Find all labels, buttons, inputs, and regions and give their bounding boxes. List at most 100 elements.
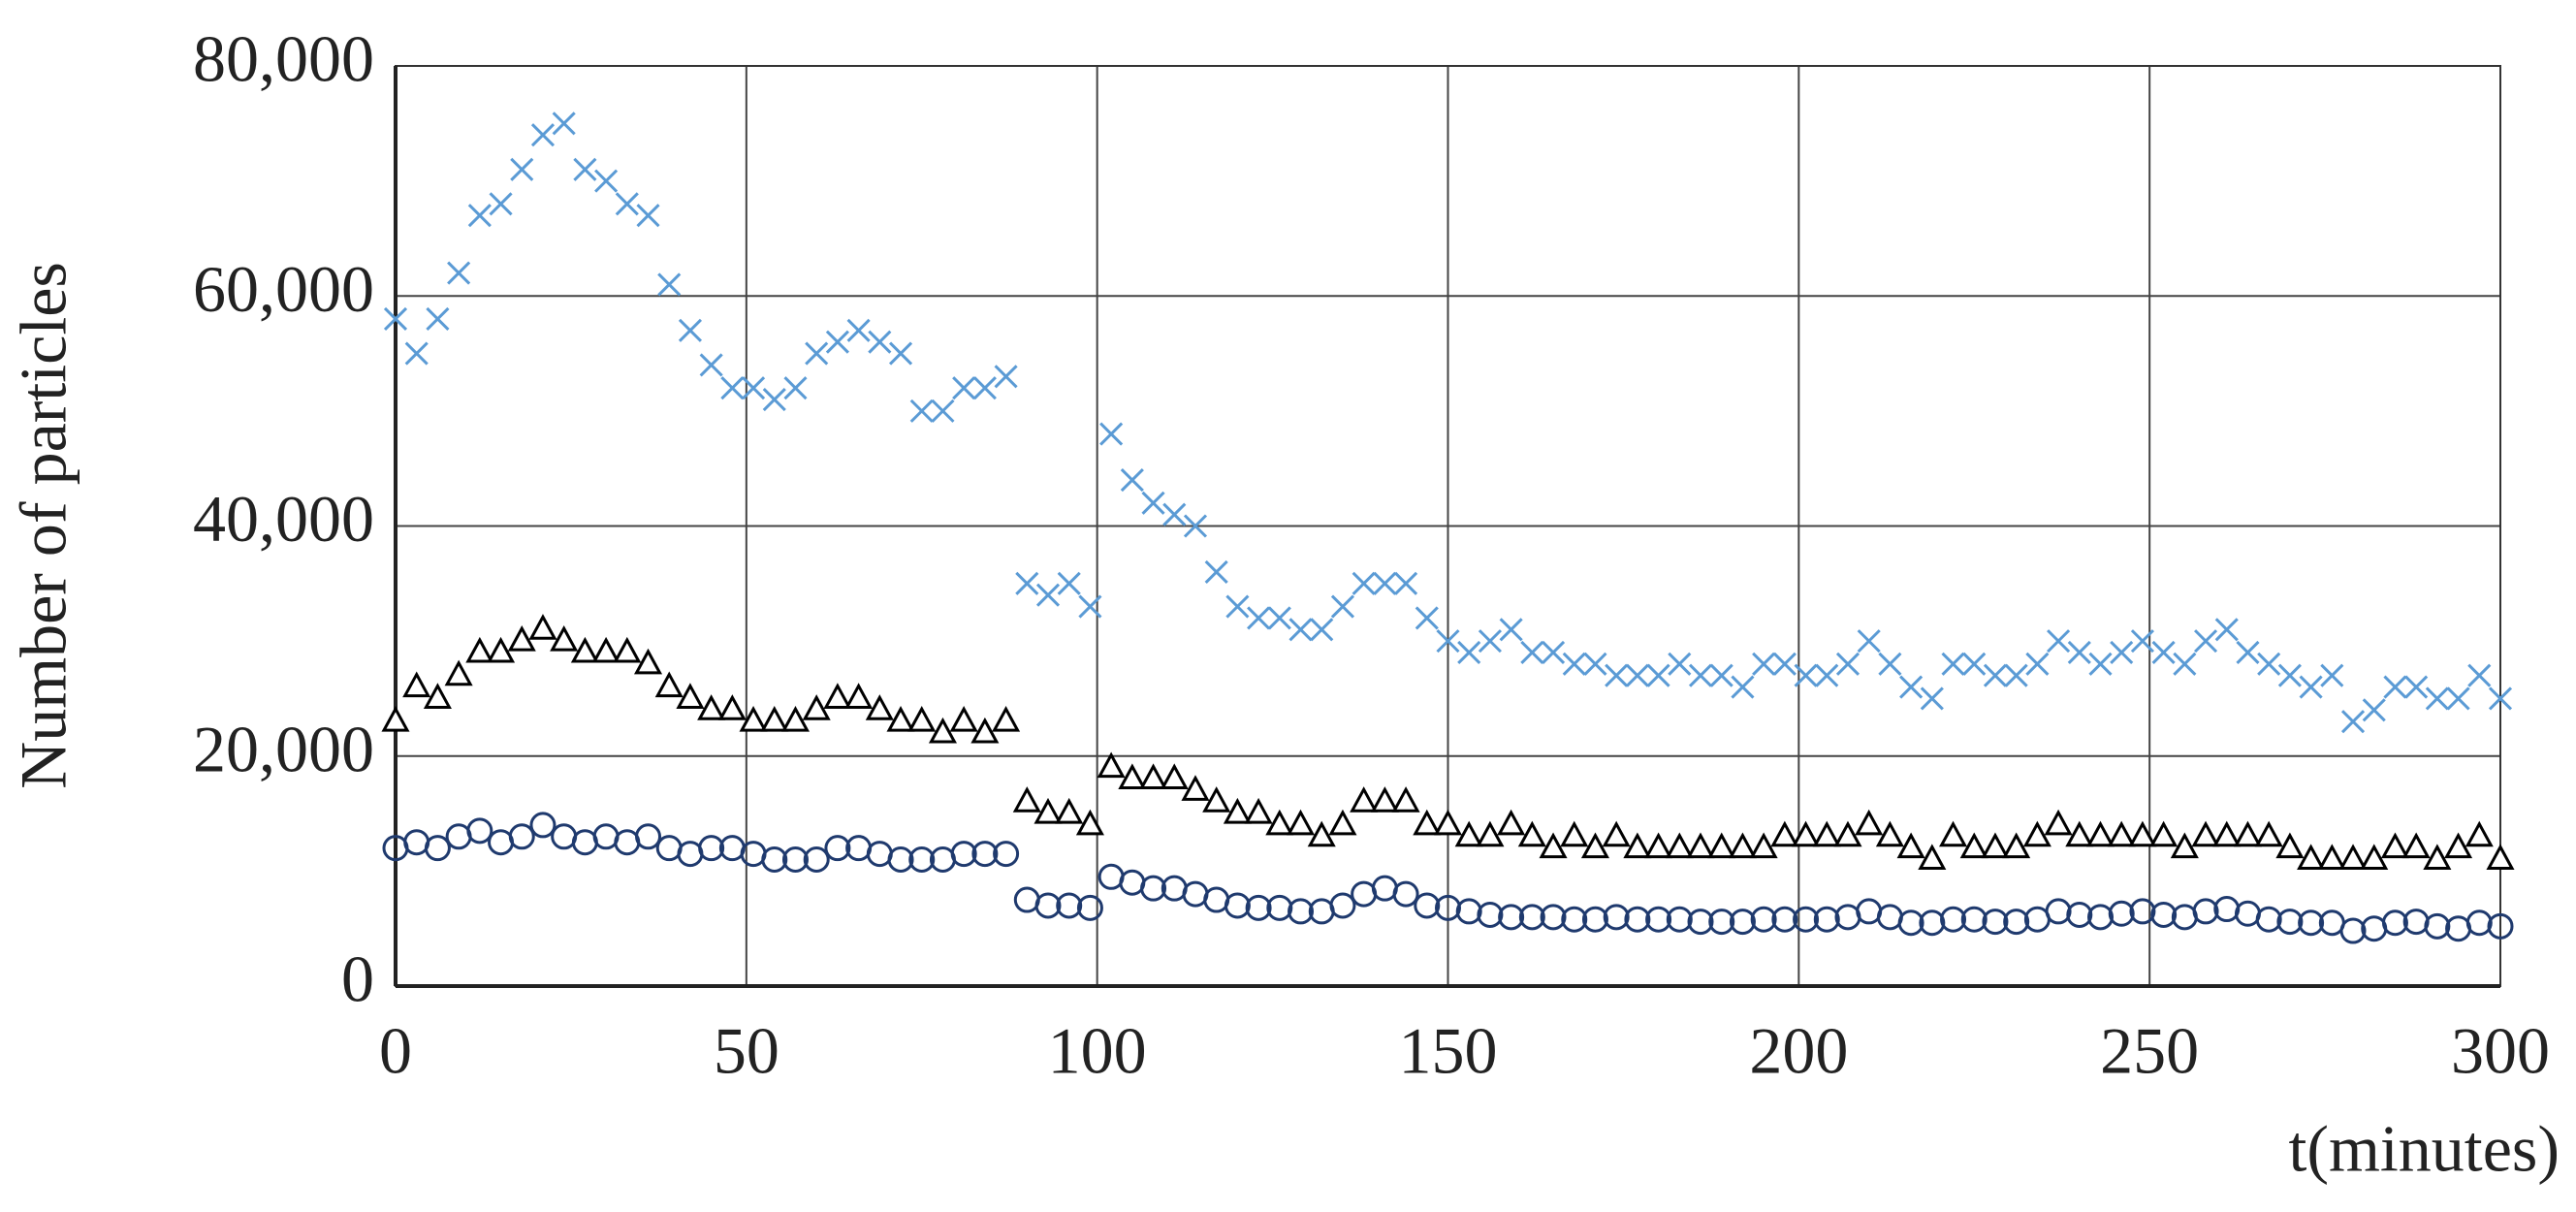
cross-marker bbox=[552, 112, 576, 136]
cross-marker bbox=[1772, 652, 1797, 676]
circle-marker bbox=[1097, 863, 1125, 890]
triangle-marker bbox=[1959, 832, 1988, 859]
triangle-marker bbox=[1328, 809, 1357, 836]
circle-marker bbox=[2381, 909, 2408, 937]
triangle-marker bbox=[381, 706, 410, 732]
circle-marker bbox=[887, 846, 914, 874]
cross-marker bbox=[2004, 663, 2028, 687]
triangle-marker bbox=[1202, 786, 1231, 813]
triangle-marker bbox=[907, 706, 937, 732]
circle-marker bbox=[677, 841, 704, 868]
triangle-marker bbox=[1034, 797, 1063, 824]
circle-marker bbox=[1477, 901, 1504, 928]
triangle-marker bbox=[1476, 820, 1505, 847]
triangle-marker bbox=[2022, 820, 2051, 847]
circle-marker bbox=[1750, 906, 1777, 933]
triangle-marker bbox=[760, 706, 789, 732]
cross-marker bbox=[1330, 594, 1355, 619]
triangle-marker bbox=[1433, 809, 1463, 836]
triangle-marker bbox=[2149, 820, 2178, 847]
cross-marker bbox=[447, 261, 471, 285]
cross-marker bbox=[510, 157, 534, 181]
triangle-marker bbox=[1118, 763, 1147, 789]
triangle-marker bbox=[2380, 832, 2409, 859]
cross-marker bbox=[1141, 491, 1165, 515]
circle-marker bbox=[403, 829, 430, 856]
triangle-marker bbox=[1686, 832, 1715, 859]
circle-marker bbox=[1371, 875, 1398, 902]
triangle-marker bbox=[2044, 809, 2073, 836]
cross-marker bbox=[1394, 571, 1418, 595]
triangle-marker bbox=[613, 636, 642, 663]
circle-marker bbox=[614, 829, 641, 856]
circle-marker bbox=[1203, 886, 1230, 913]
cross-marker bbox=[1983, 663, 2008, 687]
cross-marker bbox=[1541, 640, 1566, 665]
triangle-marker bbox=[780, 706, 811, 732]
circle-marker bbox=[1940, 906, 1967, 933]
cross-marker bbox=[2277, 663, 2302, 687]
triangle-marker bbox=[1265, 809, 1294, 836]
circle-marker bbox=[781, 846, 809, 874]
cross-marker bbox=[1310, 618, 1334, 642]
circle-marker bbox=[2255, 906, 2282, 933]
cross-marker bbox=[846, 318, 871, 342]
circle-marker bbox=[2276, 909, 2304, 936]
triangle-marker bbox=[1307, 820, 1336, 847]
cross-marker bbox=[825, 330, 849, 354]
triangle-marker bbox=[1623, 832, 1652, 859]
cross-marker bbox=[994, 365, 1018, 389]
circle-marker bbox=[2339, 917, 2367, 944]
cross-marker bbox=[1878, 652, 1902, 676]
circle-marker bbox=[2445, 915, 2472, 942]
x-axis-title: t(minutes) bbox=[2288, 1112, 2560, 1186]
cross-marker bbox=[594, 169, 619, 193]
triangle-marker bbox=[1792, 820, 1821, 847]
x-tick-label: 150 bbox=[1399, 1014, 1498, 1088]
triangle-marker bbox=[2212, 820, 2242, 847]
triangle-marker bbox=[886, 706, 915, 732]
cross-marker bbox=[2151, 640, 2176, 665]
circle-marker bbox=[1876, 904, 1903, 931]
cross-marker bbox=[1815, 663, 1839, 687]
cross-marker bbox=[1415, 606, 1439, 630]
triangle-marker bbox=[1012, 786, 1041, 813]
triangle-marker bbox=[1665, 832, 1694, 859]
circle-marker bbox=[1603, 904, 1630, 931]
triangle-marker bbox=[844, 683, 874, 709]
triangle-marker bbox=[1287, 809, 1316, 836]
triangle-marker bbox=[1602, 820, 1631, 847]
triangle-marker bbox=[2170, 832, 2199, 859]
triangle-marker bbox=[1223, 797, 1252, 824]
cross-marker bbox=[1183, 514, 1208, 538]
circle-marker bbox=[1076, 894, 1103, 921]
cross-marker bbox=[1099, 422, 1124, 446]
circle-marker bbox=[1687, 909, 1714, 936]
cross-marker bbox=[1499, 618, 1523, 642]
y-tick-label: 20,000 bbox=[193, 712, 374, 785]
circle-marker bbox=[2003, 909, 2030, 936]
triangle-marker bbox=[1939, 820, 1968, 847]
triangle-marker bbox=[1497, 809, 1526, 836]
cross-marker bbox=[762, 387, 786, 412]
cross-marker bbox=[2299, 675, 2323, 699]
triangle-marker bbox=[487, 636, 516, 663]
triangle-marker bbox=[2233, 820, 2263, 847]
circle-marker bbox=[761, 846, 788, 874]
circle-marker bbox=[1666, 906, 1693, 933]
triangle-marker bbox=[654, 671, 684, 698]
triangle-marker bbox=[865, 694, 894, 720]
cross-marker bbox=[1835, 652, 1860, 676]
cross-marker bbox=[1920, 686, 1944, 711]
triangle-marker bbox=[1855, 809, 1884, 836]
triangle-marker bbox=[1244, 797, 1273, 824]
circle-marker bbox=[971, 841, 999, 868]
triangle-marker bbox=[697, 694, 726, 720]
triangle-marker bbox=[2360, 844, 2389, 871]
triangle-marker bbox=[717, 694, 747, 720]
triangle-marker bbox=[2423, 844, 2452, 871]
cross-marker bbox=[1962, 652, 1987, 676]
cross-marker bbox=[1247, 606, 1271, 630]
